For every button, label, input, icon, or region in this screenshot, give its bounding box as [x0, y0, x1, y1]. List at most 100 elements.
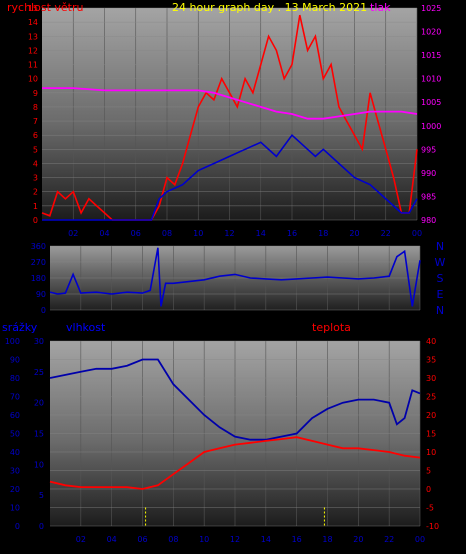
temperature-tick: 10 [426, 448, 436, 457]
compass-letter: N [436, 240, 444, 253]
humidity-label: vlhkost [66, 321, 106, 334]
wind-speed-tick: 3 [33, 174, 38, 183]
temperature-label: teplota [312, 321, 351, 334]
temperature-axis: -10 -5 0 5 10 15 20 25 30 35 40 [426, 337, 439, 531]
time-tick: 20 [349, 229, 359, 238]
temperature-tick: 25 [426, 393, 436, 402]
wind-speed-tick: 7 [33, 117, 38, 126]
rain-axis: 0 10 20 30 40 50 60 70 80 90 100 [5, 337, 20, 531]
direction-tick: 270 [31, 258, 46, 267]
temperature-tick: -10 [426, 522, 439, 531]
wind-speed-tick: 13 [28, 32, 38, 41]
humidity-line [49, 358, 421, 441]
time-tick: 08 [162, 229, 172, 238]
temperature-tick: 5 [426, 467, 431, 476]
time-tick: 20 [353, 535, 363, 544]
compass-letter: N [436, 304, 444, 317]
rain-tick: 10 [10, 504, 20, 513]
humidity-panel-grid [50, 340, 421, 527]
time-tick: 18 [318, 229, 328, 238]
temperature-tick: -5 [426, 504, 434, 513]
temperature-tick: 20 [426, 411, 436, 420]
humidity-tick: 15 [34, 430, 44, 439]
pressure-tick: 1015 [421, 51, 441, 60]
rain-tick: 30 [10, 467, 20, 476]
temperature-tick: 35 [426, 356, 436, 365]
wind-speed-tick: 1 [33, 202, 38, 211]
wind-speed-tick: 11 [28, 61, 38, 70]
rain-tick: 80 [10, 374, 20, 383]
time-tick: 04 [99, 229, 109, 238]
wind-speed-tick: 0 [33, 216, 38, 225]
wind-direction-line [49, 247, 421, 307]
direction-tick: 0 [41, 306, 46, 315]
humidity-temperature-series [49, 358, 421, 526]
rain-label: srážky [2, 321, 38, 334]
time-tick: 22 [381, 229, 391, 238]
time-tick: 08 [168, 535, 178, 544]
pressure-tick: 990 [421, 169, 436, 178]
pressure-label: tlak [370, 1, 391, 14]
time-tick: 14 [261, 535, 271, 544]
rain-tick: 90 [10, 356, 20, 365]
temperature-tick: 30 [426, 374, 436, 383]
wind-speed-tick: 5 [33, 145, 38, 154]
time-tick: 00 [415, 535, 425, 544]
compass-letter: E [437, 288, 444, 301]
time-tick: 02 [76, 535, 86, 544]
time-tick: 10 [199, 535, 209, 544]
wind-speed-tick: 9 [33, 89, 38, 98]
humidity-tick: 20 [34, 399, 44, 408]
humidity-tick: 5 [39, 491, 44, 500]
wind-gust-line [41, 14, 418, 221]
direction-tick: 180 [31, 274, 46, 283]
rain-tick: 20 [10, 485, 20, 494]
pressure-tick: 980 [421, 216, 436, 225]
rain-tick: 40 [10, 448, 20, 457]
rain-tick: 100 [5, 337, 20, 346]
wind-average-line [42, 134, 418, 221]
time-tick: 22 [384, 535, 394, 544]
wind-speed-tick: 15 [28, 4, 38, 13]
pressure-tick: 1025 [421, 4, 441, 13]
temperature-tick: 15 [426, 430, 436, 439]
time-tick: 10 [193, 229, 203, 238]
time-axis-top: 02 04 06 08 10 12 14 16 18 20 22 00 [68, 229, 422, 238]
time-tick: 16 [292, 535, 302, 544]
time-tick: 16 [287, 229, 297, 238]
direction-series [49, 247, 421, 307]
pressure-axis: 980 985 990 995 1000 1005 1010 1015 1020 1025 [421, 4, 441, 225]
compass-letter: S [437, 272, 444, 285]
time-tick: 12 [224, 229, 234, 238]
pressure-tick: 1020 [421, 28, 441, 37]
pressure-tick: 1005 [421, 98, 441, 107]
pressure-tick: 1010 [421, 75, 441, 84]
time-tick: 02 [68, 229, 78, 238]
direction-tick: 360 [31, 242, 46, 251]
wind-speed-label: rychlost větru [7, 1, 83, 14]
time-tick: 06 [137, 535, 147, 544]
time-tick: 18 [322, 535, 332, 544]
pressure-tick: 985 [421, 192, 436, 201]
pressure-line [42, 87, 418, 120]
humidity-axis: 0 5 10 15 20 25 30 [34, 337, 44, 531]
pressure-tick: 1000 [421, 122, 441, 131]
rain-tick: 0 [15, 522, 20, 531]
humidity-tick: 0 [39, 522, 44, 531]
humidity-tick: 30 [34, 337, 44, 346]
temperature-line [49, 436, 421, 490]
chart-title: 24 hour graph day . 13 March 2021 [172, 1, 367, 14]
time-axis-bottom: 02 04 06 08 10 12 14 16 18 20 22 00 [76, 535, 425, 544]
time-tick: 04 [107, 535, 117, 544]
time-tick: 00 [412, 229, 422, 238]
pressure-tick: 995 [421, 145, 436, 154]
temperature-tick: 40 [426, 337, 436, 346]
wind-speed-tick: 14 [28, 18, 38, 27]
direction-axis: 0 90 180 270 360 [31, 242, 46, 315]
wind-speed-tick: 2 [33, 188, 38, 197]
wind-pressure-series [41, 14, 418, 221]
wind-speed-tick: 10 [28, 75, 38, 84]
time-tick: 14 [256, 229, 266, 238]
